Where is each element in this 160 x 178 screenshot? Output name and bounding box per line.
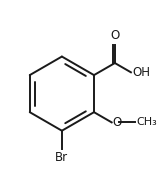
Text: Br: Br bbox=[55, 151, 68, 164]
Text: OH: OH bbox=[132, 66, 150, 79]
Text: CH₃: CH₃ bbox=[136, 117, 157, 127]
Text: O: O bbox=[110, 29, 120, 42]
Text: O: O bbox=[113, 116, 122, 129]
